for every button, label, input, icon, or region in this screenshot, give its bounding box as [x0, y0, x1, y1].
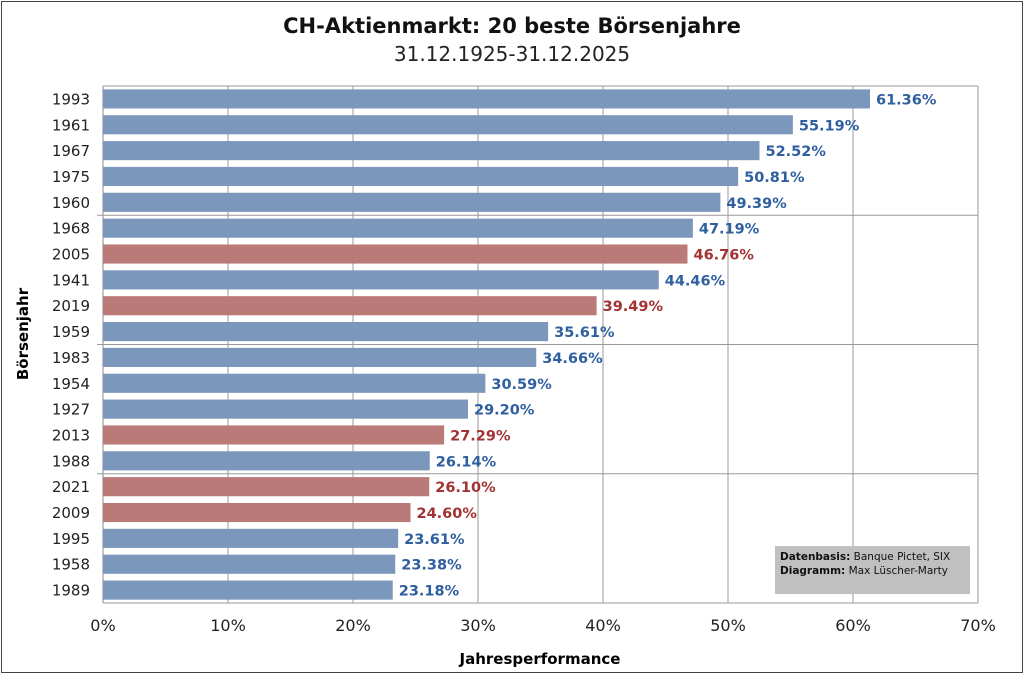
- source-text: Banque Pictet, SIX: [853, 551, 951, 563]
- x-tick-label: 60%: [835, 616, 871, 635]
- y-tick-label: 1983: [52, 349, 90, 367]
- bar-1989: [103, 580, 393, 600]
- bar-1927: [103, 399, 468, 419]
- data-label: 50.81%: [744, 170, 805, 186]
- bar-1995: [103, 528, 399, 548]
- y-tick-label: 1927: [52, 401, 90, 419]
- x-tick-label: 10%: [210, 616, 246, 635]
- bar-1975: [103, 166, 739, 187]
- y-tick-label: 2021: [52, 478, 90, 496]
- y-tick-label: 1961: [52, 116, 90, 134]
- bar-1968: [103, 218, 693, 238]
- y-tick-label: 1959: [52, 323, 90, 341]
- bar-2019: [103, 296, 597, 316]
- data-label: 61.36%: [876, 92, 937, 108]
- x-tick-label: 0%: [90, 616, 115, 635]
- y-tick-label: 1960: [52, 194, 90, 212]
- bar-2021: [103, 477, 430, 497]
- y-tick-label: 2005: [52, 246, 90, 264]
- y-tick-label: 1958: [52, 556, 90, 574]
- data-label: 46.76%: [694, 248, 755, 264]
- data-label: 47.19%: [699, 222, 760, 238]
- chart-author: Max Lüscher-Marty: [848, 565, 948, 577]
- data-label: 55.19%: [799, 118, 860, 134]
- data-label: 23.61%: [404, 532, 465, 548]
- data-label: 29.20%: [474, 403, 535, 419]
- x-tick-label: 50%: [710, 616, 746, 635]
- data-label: 26.14%: [436, 454, 497, 470]
- bar-1983: [103, 347, 537, 367]
- data-label: 49.39%: [726, 196, 787, 212]
- data-label: 24.60%: [417, 506, 478, 522]
- chart-title: CH-Aktienmarkt: 20 beste Börsenjahre: [283, 14, 741, 38]
- y-tick-label: 1968: [52, 220, 90, 238]
- y-tick-label: 1941: [52, 271, 90, 289]
- bar-1988: [103, 451, 430, 471]
- y-tick-label: 1988: [52, 452, 90, 470]
- data-label: 34.66%: [542, 351, 603, 367]
- data-label: 35.61%: [554, 325, 615, 341]
- bar-1967: [103, 141, 760, 161]
- data-label: 52.52%: [766, 144, 827, 160]
- y-tick-label: 2009: [52, 504, 90, 522]
- y-tick-label: 2013: [52, 426, 90, 444]
- y-tick-label: 1967: [52, 142, 90, 160]
- bar-1959: [103, 322, 549, 342]
- x-axis-label: Jahresperformance: [459, 650, 621, 668]
- chart-author-label: Diagramm:: [780, 565, 846, 577]
- data-label: 23.18%: [399, 584, 460, 600]
- source-note: Datenbasis: Banque Pictet, SIX Diagramm:…: [775, 546, 970, 594]
- bar-1954: [103, 373, 486, 393]
- data-label: 30.59%: [491, 377, 552, 393]
- bar-2009: [103, 502, 411, 523]
- x-tick-label: 70%: [960, 616, 996, 635]
- bar-1958: [103, 554, 396, 574]
- data-label: 27.29%: [450, 428, 511, 444]
- y-tick-label: 1995: [52, 530, 90, 548]
- data-label: 23.38%: [401, 558, 462, 574]
- y-tick-label: 2019: [52, 297, 90, 315]
- bar-2013: [103, 425, 445, 445]
- data-label: 26.10%: [435, 480, 496, 496]
- chart-subtitle: 31.12.1925-31.12.2025: [393, 42, 631, 66]
- source-label: Datenbasis:: [780, 551, 851, 563]
- y-tick-label: 1975: [52, 168, 90, 186]
- y-tick-label: 1954: [52, 375, 90, 393]
- bar-2005: [103, 244, 688, 264]
- x-tick-label: 40%: [585, 616, 621, 635]
- bar-1961: [103, 115, 793, 135]
- data-label: 44.46%: [665, 273, 726, 289]
- x-tick-label: 30%: [460, 616, 496, 635]
- bar-1993: [103, 89, 870, 109]
- bar-1941: [103, 270, 659, 290]
- y-tick-label: 1993: [52, 90, 90, 108]
- x-tick-label: 20%: [335, 616, 371, 635]
- bar-1960: [103, 192, 721, 212]
- y-tick-label: 1989: [52, 582, 90, 600]
- data-label: 39.49%: [603, 299, 664, 315]
